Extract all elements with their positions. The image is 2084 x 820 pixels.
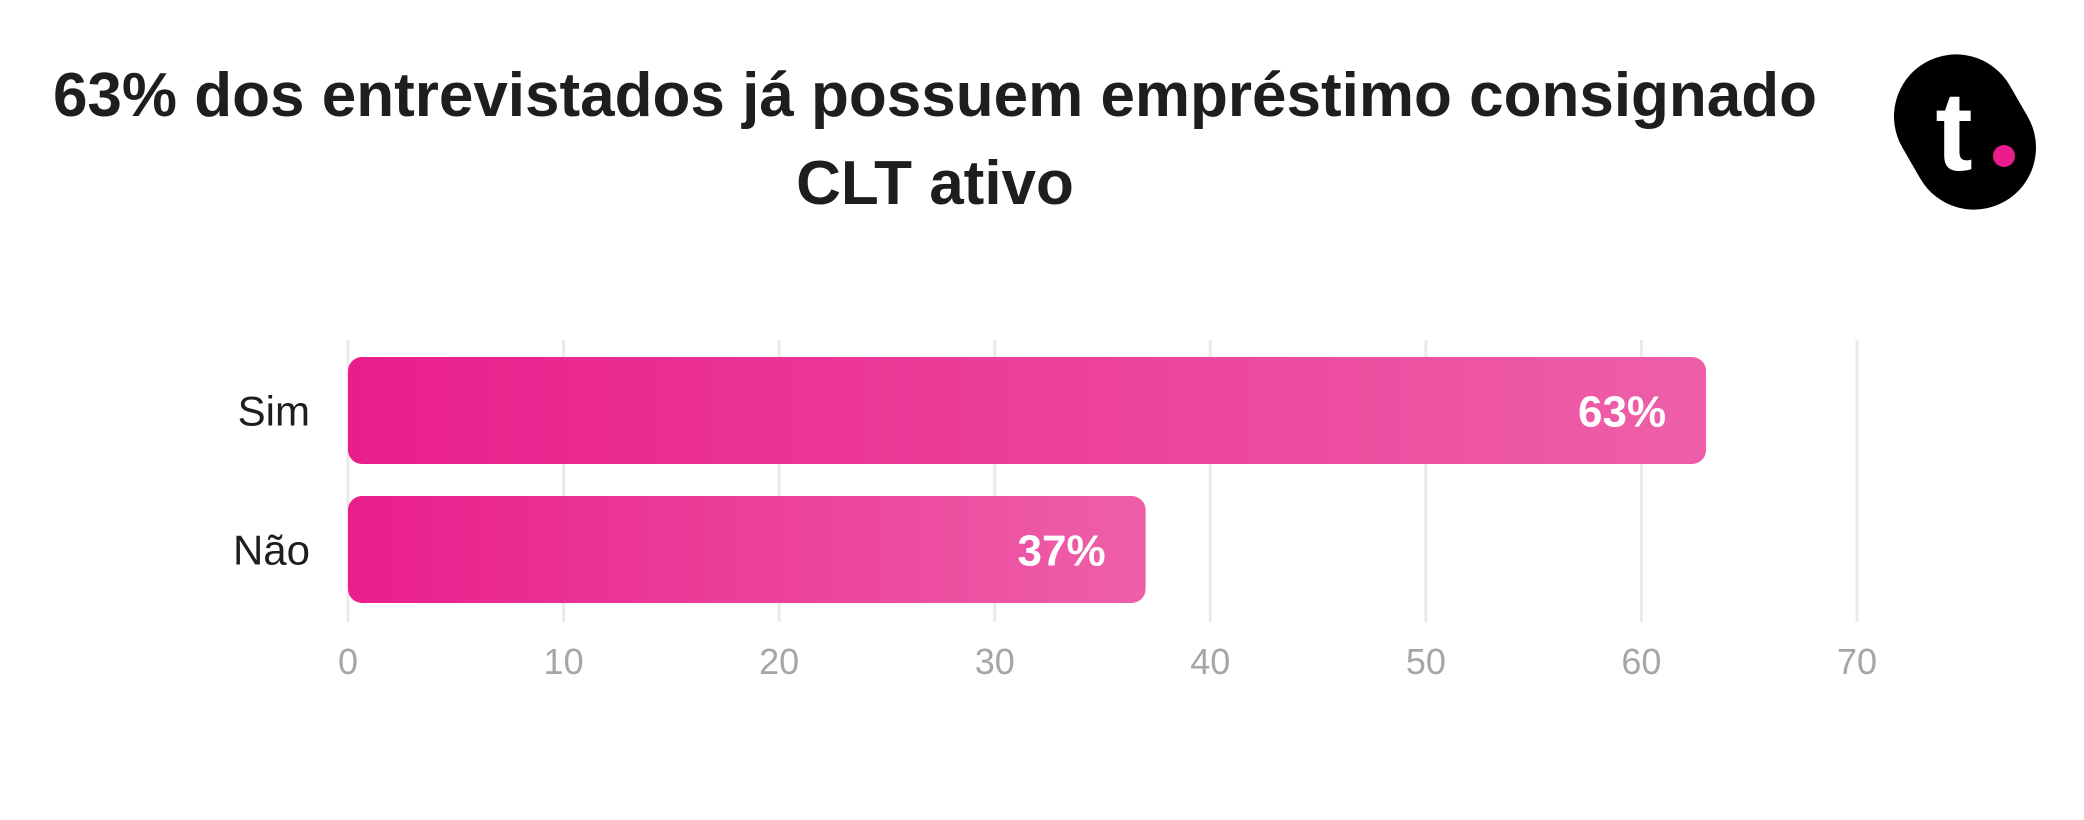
category-label: Não [233,527,310,574]
x-tick-label: 50 [1406,641,1446,682]
t-logo-icon: t [1894,54,2036,210]
x-tick-label: 0 [338,641,358,682]
logo-letter: t [1935,69,1972,194]
logo-background [1894,54,2036,210]
chart-title: 63% dos entrevistados já possuem emprést… [52,61,1818,218]
category-label: Sim [238,388,310,435]
x-tick-label: 10 [544,641,584,682]
x-tick-label: 60 [1621,641,1661,682]
bars [348,357,1707,603]
data-label: 63% [1578,388,1666,437]
data-label: 37% [1018,527,1106,576]
x-tick-label: 40 [1190,641,1230,682]
labels: 0 10 20 30 40 50 60 70 Sim 63% Não 37% [233,388,1877,683]
x-tick-label: 20 [759,641,799,682]
logo-dot [1993,145,2015,167]
x-tick-label: 30 [975,641,1015,682]
bar-sim [348,357,1707,464]
bar-nao [348,496,1146,603]
x-tick-label: 70 [1837,641,1877,682]
